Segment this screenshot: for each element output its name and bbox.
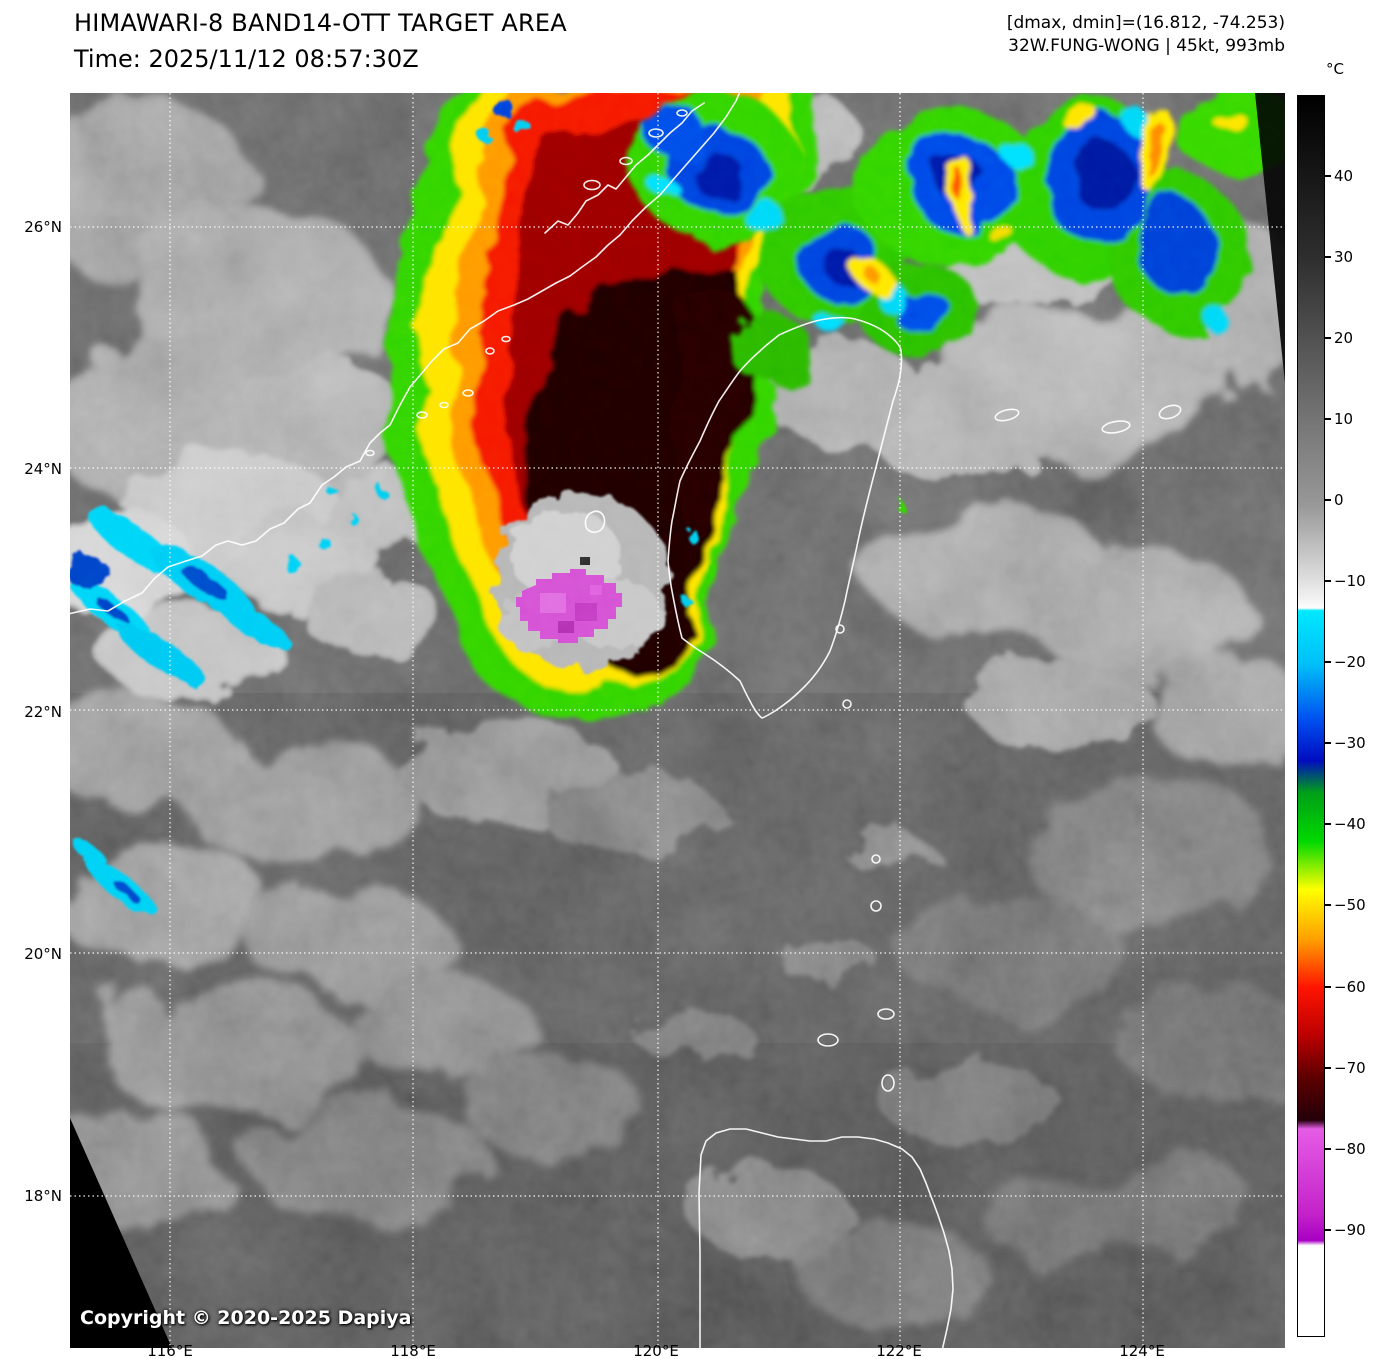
lon-tick-label: 118°E (390, 1342, 436, 1359)
zhejiang-coastline (544, 102, 705, 234)
copyright: Copyright © 2020-2025 Dapiya (80, 1307, 412, 1329)
lat-tick-label: 22°N (24, 702, 62, 721)
colorbar-tick-label: 20 (1334, 329, 1354, 348)
colorbar-tick-mark (1325, 1228, 1331, 1231)
colorbar-tick-mark (1325, 175, 1331, 178)
satellite-image (70, 93, 1285, 1348)
colorbar-gradient (1298, 96, 1324, 1336)
timestamp: Time: 2025/11/12 08:57:30Z (74, 45, 419, 73)
lon-tick-label: 116°E (147, 1342, 193, 1359)
colorbar-tick-mark (1325, 499, 1331, 502)
colorbar-tick-label: −40 (1334, 815, 1366, 834)
colorbar-tick-label: 10 (1334, 410, 1354, 429)
colorbar-tick-label: −20 (1334, 653, 1366, 672)
colorbar-tick-label: −30 (1334, 734, 1366, 753)
colorbar-tick-label: 0 (1334, 491, 1344, 510)
colorbar-tick-mark (1325, 661, 1331, 664)
lat-tick-label: 24°N (24, 460, 62, 479)
colorbar-tick-mark (1325, 337, 1331, 340)
lat-tick-label: 26°N (24, 218, 62, 236)
colorbar-tick-mark (1325, 1066, 1331, 1069)
luzon-coastline (698, 1128, 954, 1348)
colorbar-tick-label: 30 (1334, 248, 1354, 267)
colorbar-tick-mark (1325, 580, 1331, 583)
colorbar-tick-mark (1325, 742, 1331, 745)
grid-lines (70, 93, 1285, 1348)
colorbar-tick-mark (1325, 985, 1331, 988)
lat-tick-label: 18°N (24, 1187, 62, 1205)
colorbar-tick-mark (1325, 256, 1331, 259)
colorbar-tick-mark (1325, 904, 1331, 907)
dmax-dmin-readout: [dmax, dmin]=(16.812, -74.253) (1006, 13, 1285, 33)
ryukyu-island (994, 408, 1020, 422)
ryukyu-island (1101, 420, 1131, 434)
taiwan-coastline (667, 316, 903, 719)
colorbar-tick-mark (1325, 418, 1331, 421)
penghu-island (584, 510, 606, 534)
swath-edge (70, 93, 1285, 1348)
lon-tick-label: 122°E (876, 1342, 922, 1359)
colorbar-tick-label: −60 (1334, 977, 1366, 996)
colorbar-tick-label: −90 (1334, 1220, 1366, 1239)
lon-tick-label: 124°E (1119, 1342, 1165, 1359)
colorbar-tick-label: −80 (1334, 1139, 1366, 1158)
lat-tick-label: 20°N (24, 944, 62, 963)
colorbar-tick-mark (1325, 1147, 1331, 1150)
colorbar-tick-mark (1325, 823, 1331, 826)
coastlines (70, 93, 1182, 1348)
colorbar-unit: °C (1326, 60, 1344, 78)
ir-texture-overlay-fine (70, 93, 1285, 1348)
page-title: HIMAWARI-8 BAND14-OTT TARGET AREA (74, 9, 567, 37)
satellite-map: Copyright © 2020-2025 Dapiya (70, 93, 1285, 1348)
ryukyu-island (1158, 404, 1182, 420)
colorbar-tick-label: −70 (1334, 1058, 1366, 1077)
colorbar-tick-label: 40 (1334, 167, 1354, 186)
colorbar (1297, 95, 1325, 1337)
storm-info: 32W.FUNG-WONG | 45kt, 993mb (1008, 36, 1285, 56)
colorbar-tick-label: −10 (1334, 572, 1366, 591)
colorbar-tick-label: −50 (1334, 896, 1366, 915)
lon-tick-label: 120°E (633, 1342, 679, 1359)
china-coastline (70, 93, 741, 615)
